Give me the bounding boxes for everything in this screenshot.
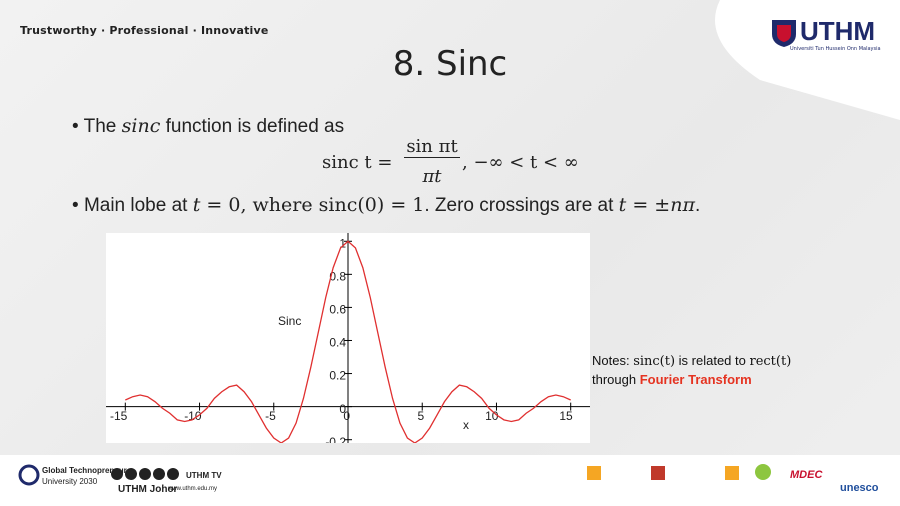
x-tick-label: 15 <box>559 409 573 423</box>
highlight: Fourier Transform <box>639 372 752 387</box>
math: sinc(t) <box>633 354 676 369</box>
slide-title: 8. Sinc <box>392 44 508 84</box>
bullet: • The sinc function is defined as <box>72 115 344 138</box>
text: . <box>694 195 701 216</box>
footer-text: UTHM Johor <box>118 484 178 495</box>
sinc-curve <box>125 240 571 443</box>
equation-denominator: πt <box>422 166 442 187</box>
logo: UTHM <box>800 16 876 46</box>
tagline: Trustworthy · Professional · Innovative <box>20 24 269 37</box>
footer-icon <box>18 464 40 486</box>
y-tick-label: 0.6 <box>329 303 346 317</box>
footer-text: unesco <box>840 482 879 494</box>
y-tick-label: -0.2 <box>325 435 346 443</box>
social-icons <box>111 468 179 480</box>
y-tick-label: 0.8 <box>329 270 346 284</box>
y-tick-label: 0 <box>339 402 346 416</box>
y-tick-label: 0.4 <box>329 336 346 350</box>
x-axis-label: x <box>463 418 469 432</box>
x-tick-label: 5 <box>418 409 425 423</box>
x-tick-label: -5 <box>265 409 276 423</box>
bullet-dot: • <box>72 116 84 137</box>
logo-shield <box>772 20 796 47</box>
footer-text: UTHM TV <box>186 471 222 480</box>
y-tick-label: 1 <box>339 236 346 250</box>
math: sinc(0) = 1 <box>318 194 425 216</box>
equation-lhs: sinc t = <box>322 152 393 173</box>
y-axis-label: Sinc <box>278 314 301 328</box>
x-tick-label: 10 <box>485 409 499 423</box>
math: t <box>618 194 627 216</box>
text: Main lobe at <box>83 195 193 216</box>
equation-numerator: sin πt <box>404 136 460 158</box>
math: rect(t) <box>749 354 792 369</box>
math: = 0, where <box>200 194 319 216</box>
math: sinc <box>121 115 161 137</box>
x-tick-label: -15 <box>110 409 128 423</box>
notes: Notes: sinc(t) is related to rect(t) thr… <box>592 352 792 389</box>
text: The <box>83 116 122 137</box>
text: . Zero crossings are at <box>424 195 619 216</box>
logo-subtitle: Universiti Tun Hussein Onn Malaysia <box>790 46 881 52</box>
x-tick-label: -10 <box>184 409 202 423</box>
footer-text: Global Technopreneur <box>42 466 127 475</box>
bullet: • Main lobe at t = 0, where sinc(0) = 1.… <box>72 194 700 217</box>
x-tick-label: 0 <box>343 409 350 423</box>
footer-text: MDEC <box>790 469 823 481</box>
footer-text: University 2030 <box>42 477 98 486</box>
math: t <box>192 194 201 216</box>
text: function is defined as <box>160 116 345 137</box>
text: is related to <box>675 353 750 368</box>
footer-text: www.uthm.edu.my <box>168 486 218 492</box>
chart: Sinc x -15 -10 -5 0 5 10 15 -0.2 0 0.2 0.4 0.6 0.8 1 <box>106 233 590 443</box>
ranking-logos <box>587 464 771 480</box>
math: = ± <box>626 194 671 216</box>
math: nπ <box>670 194 695 216</box>
y-tick-label: 0.2 <box>329 369 346 383</box>
text: through <box>592 372 640 387</box>
text: Notes: <box>592 353 634 368</box>
bullet-dot: • <box>72 195 84 216</box>
equation-range: , −∞ < t < ∞ <box>462 152 579 173</box>
